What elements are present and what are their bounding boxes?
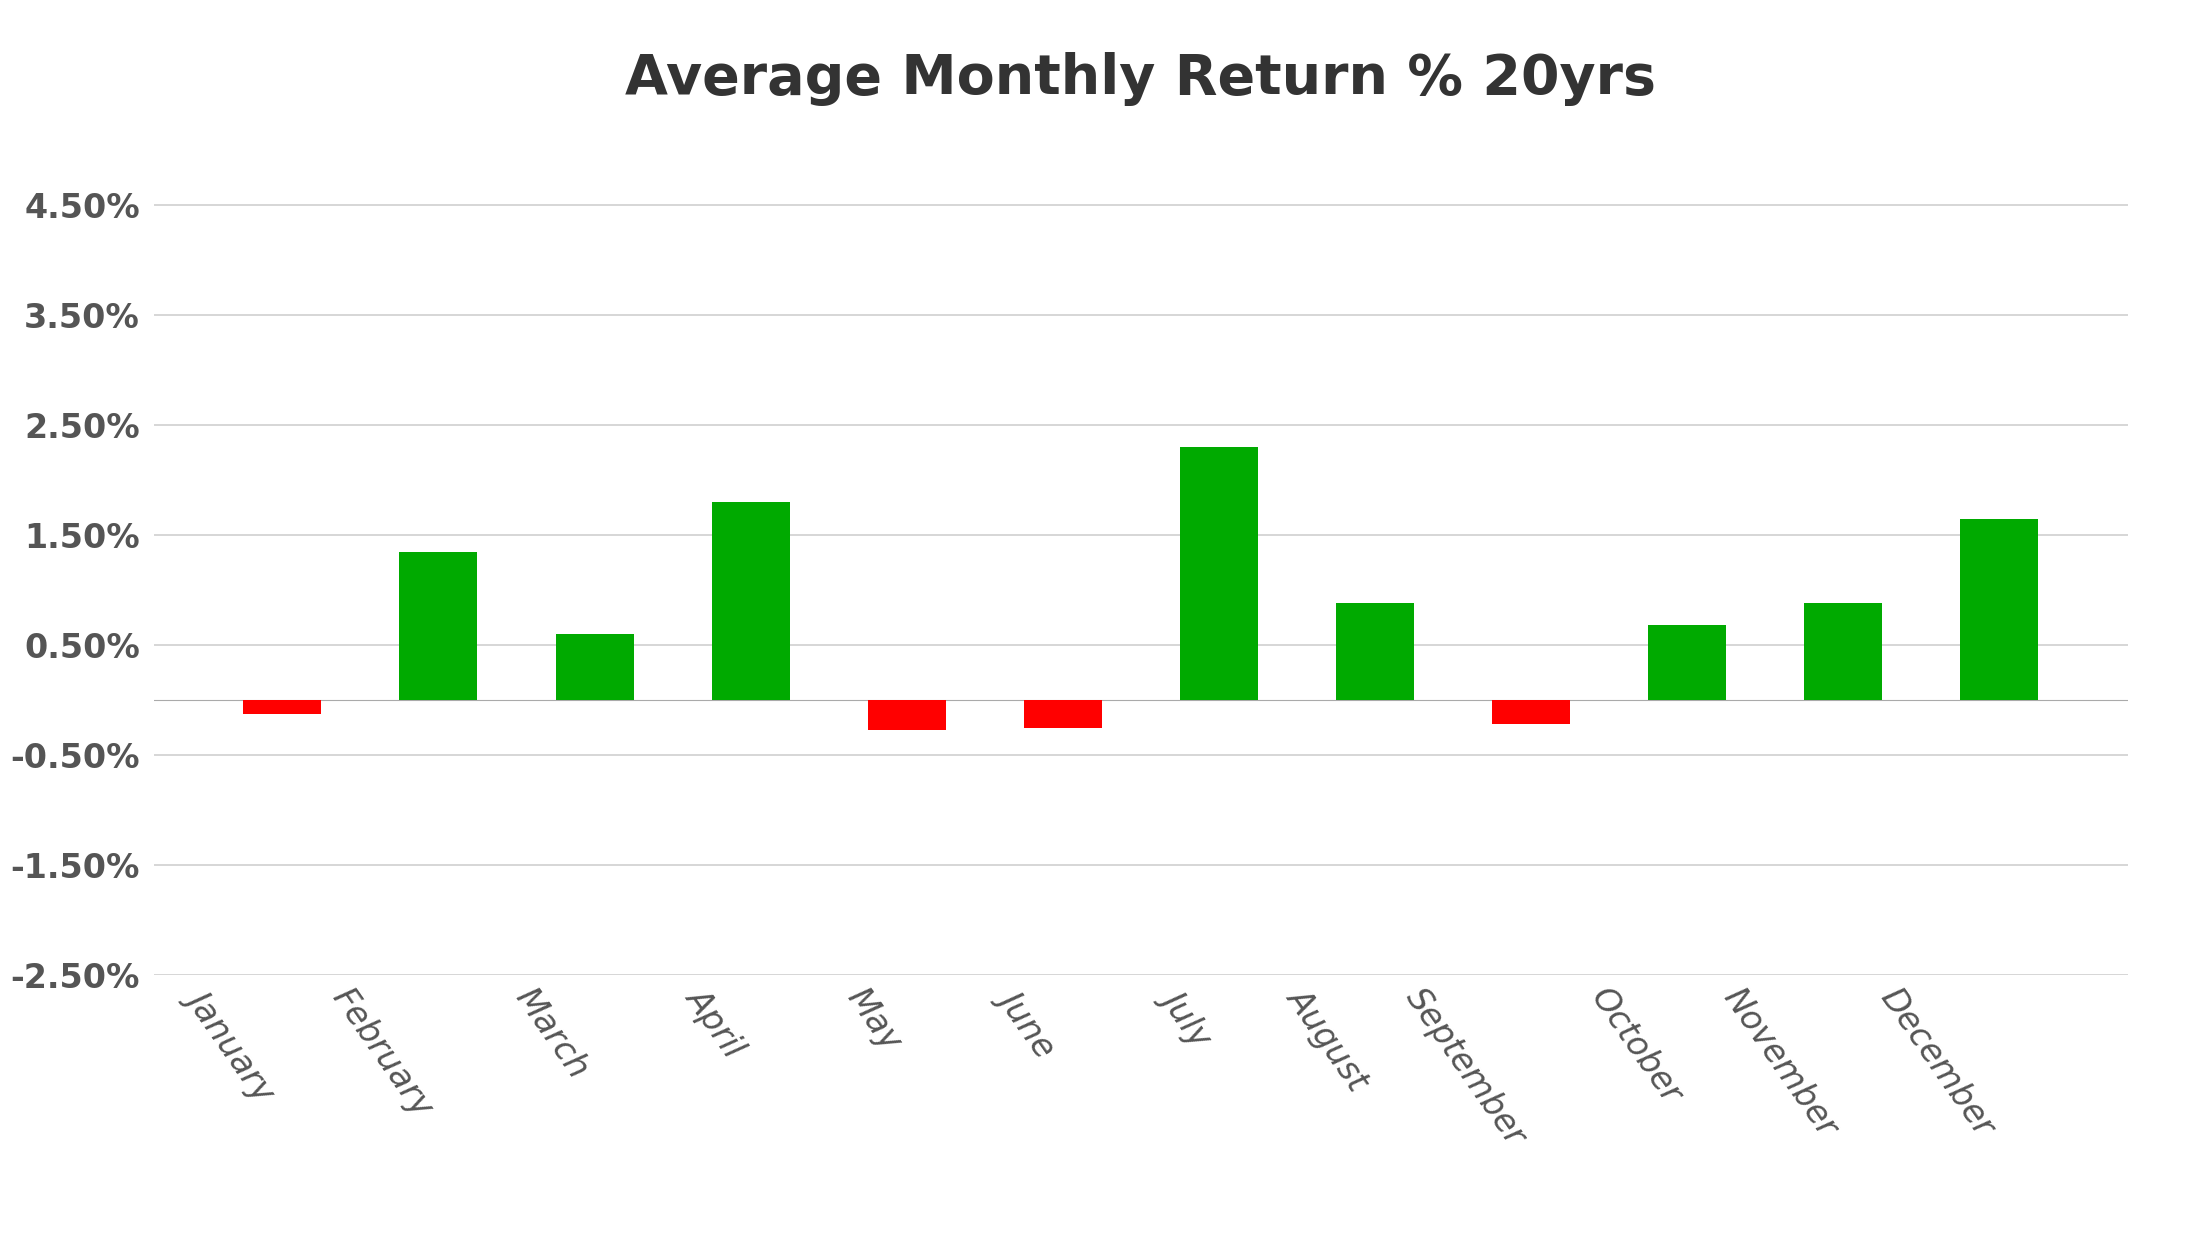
Bar [1803, 604, 1882, 700]
Title: Average Monthly Return % 20yrs: Average Monthly Return % 20yrs [625, 52, 1656, 106]
Bar [1025, 700, 1101, 728]
Bar [244, 700, 320, 714]
Bar [711, 503, 790, 700]
Bar [1961, 519, 2038, 700]
Bar [1336, 604, 1415, 700]
Bar [399, 551, 478, 700]
Bar [555, 634, 634, 700]
Bar [1492, 700, 1571, 724]
Bar [867, 700, 946, 730]
Bar [1180, 448, 1257, 700]
Bar [1648, 625, 1727, 700]
